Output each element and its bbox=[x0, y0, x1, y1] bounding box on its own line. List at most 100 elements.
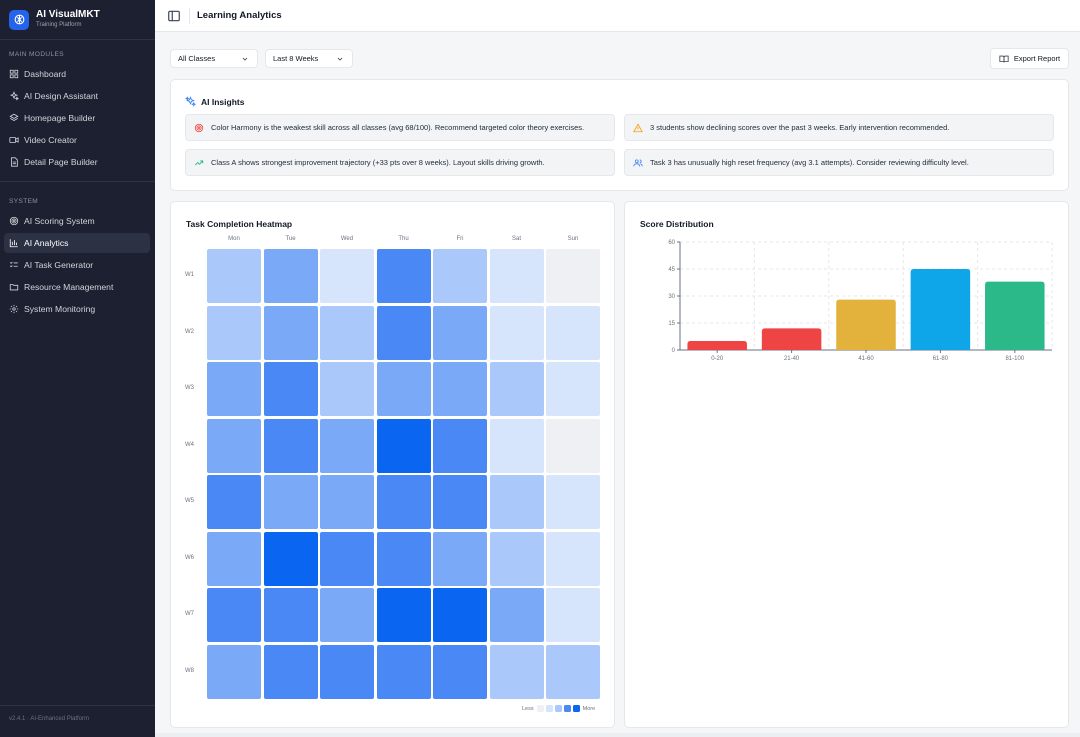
heatmap-cell[interactable] bbox=[263, 249, 318, 303]
bar-21-40 bbox=[761, 328, 822, 350]
heatmap-cell[interactable] bbox=[433, 475, 487, 529]
heatmap-cell[interactable] bbox=[207, 588, 261, 642]
heatmap-cell[interactable] bbox=[263, 418, 318, 473]
heatmap-cell[interactable] bbox=[207, 418, 261, 473]
sidebar-divider bbox=[0, 705, 155, 706]
sidebar-item-ai-design-assistant[interactable]: AI Design Assistant bbox=[4, 86, 150, 106]
heatmap-day-label: Fri bbox=[456, 236, 464, 242]
heatmap-cell[interactable] bbox=[376, 531, 431, 586]
heatmap-cell[interactable] bbox=[546, 531, 600, 586]
heatmap-cell[interactable] bbox=[263, 531, 318, 586]
heatmap-cell[interactable] bbox=[207, 362, 261, 416]
sidebar-item-ai-scoring-system[interactable]: AI Scoring System bbox=[4, 211, 150, 231]
heatmap-cell[interactable] bbox=[207, 249, 261, 303]
heatmap-cell[interactable] bbox=[489, 362, 544, 416]
insights-title: AI Insights bbox=[201, 97, 245, 107]
heatmap-cell[interactable] bbox=[489, 249, 544, 303]
heatmap-cell[interactable] bbox=[207, 531, 261, 586]
sidebar-item-label: AI Design Assistant bbox=[24, 91, 99, 101]
heatmap-cell[interactable] bbox=[320, 644, 374, 699]
heatmap-cell[interactable] bbox=[489, 305, 544, 360]
ai-insights-card: AI Insights Color Harmony is the weakest… bbox=[170, 79, 1069, 191]
sidebar-item-label: Dashboard bbox=[24, 69, 67, 79]
insight-text: Task 3 has unusually high reset frequenc… bbox=[650, 158, 969, 167]
heatmap-cell[interactable] bbox=[320, 475, 374, 529]
heatmap-cell[interactable] bbox=[489, 588, 544, 642]
page-title: Learning Analytics bbox=[197, 10, 282, 21]
heatmap-cell[interactable] bbox=[320, 418, 374, 473]
heatmap-cell[interactable] bbox=[433, 644, 487, 699]
sidebar-item-ai-analytics[interactable]: AI Analytics bbox=[4, 233, 150, 253]
sidebar-item-detail-page-builder[interactable]: Detail Page Builder bbox=[4, 152, 150, 172]
heatmap-week-label: W3 bbox=[185, 385, 194, 391]
insight-item: Task 3 has unusually high reset frequenc… bbox=[624, 149, 1054, 176]
heatmap-cell[interactable] bbox=[433, 531, 487, 586]
bar-81-100 bbox=[985, 281, 1045, 350]
sidebar-item-label: Video Creator bbox=[24, 135, 77, 145]
sidebar-item-resource-management[interactable]: Resource Management bbox=[4, 277, 150, 297]
brand-name: AI VisualMKT bbox=[36, 9, 100, 20]
heatmap-cell[interactable] bbox=[489, 475, 544, 529]
heatmap-cell[interactable] bbox=[376, 362, 431, 416]
heatmap-cell[interactable] bbox=[320, 249, 374, 303]
brand-subtitle: Training Platform bbox=[36, 22, 82, 28]
heatmap-cell[interactable] bbox=[320, 588, 374, 642]
heatmap-cell[interactable] bbox=[489, 418, 544, 473]
grid-icon bbox=[9, 69, 19, 79]
insight-item: Class A shows strongest improvement traj… bbox=[185, 149, 615, 176]
file-icon bbox=[11, 157, 18, 167]
heatmap-cell[interactable] bbox=[376, 249, 431, 303]
heatmap-cell[interactable] bbox=[546, 249, 600, 303]
heatmap-cell[interactable] bbox=[376, 644, 431, 699]
heatmap-cell[interactable] bbox=[263, 475, 318, 529]
heatmap-cell[interactable] bbox=[263, 588, 318, 642]
target-icon bbox=[194, 123, 204, 132]
heatmap-cell[interactable] bbox=[263, 362, 318, 416]
export-report-button[interactable]: Export Report bbox=[990, 48, 1069, 69]
heatmap-cell[interactable] bbox=[433, 418, 487, 473]
heatmap-cell[interactable] bbox=[489, 531, 544, 586]
heatmap-cell[interactable] bbox=[207, 644, 261, 699]
heatmap-cell[interactable] bbox=[207, 475, 261, 529]
sidebar-item-dashboard[interactable]: Dashboard bbox=[4, 64, 150, 84]
sidebar-item-ai-task-generator[interactable]: AI Task Generator bbox=[4, 255, 150, 275]
score-distribution-card: Score Distribution 0 15 30 45 60 0-20 21-40 41-… bbox=[624, 201, 1069, 728]
chevron-down-icon bbox=[337, 57, 343, 61]
period-select[interactable]: Last 8 Weeks bbox=[265, 49, 353, 68]
heatmap-cell[interactable] bbox=[376, 418, 431, 473]
heatmap-cell[interactable] bbox=[546, 362, 600, 416]
sidebar-toggle-icon[interactable] bbox=[167, 9, 181, 23]
sidebar-item-system-monitoring[interactable]: System Monitoring bbox=[4, 299, 150, 319]
heatmap-day-label: Sun bbox=[567, 236, 579, 242]
heatmap-cell[interactable] bbox=[433, 249, 487, 303]
sidebar-item-video-creator[interactable]: Video Creator bbox=[4, 130, 150, 150]
heatmap-cell[interactable] bbox=[263, 305, 318, 360]
folder-icon bbox=[9, 284, 19, 291]
heatmap-cell[interactable] bbox=[263, 644, 318, 699]
heatmap-cell[interactable] bbox=[546, 305, 600, 360]
heatmap-cell[interactable] bbox=[320, 531, 374, 586]
heatmap-cell[interactable] bbox=[489, 644, 544, 699]
heatmap-cell[interactable] bbox=[546, 418, 600, 473]
sidebar-item-homepage-builder[interactable]: Homepage Builder bbox=[4, 108, 150, 128]
trending-up-icon bbox=[194, 160, 204, 165]
heatmap-cell[interactable] bbox=[546, 475, 600, 529]
heatmap-cell[interactable] bbox=[320, 362, 374, 416]
heatmap-cell[interactable] bbox=[376, 305, 431, 360]
heatmap-cell[interactable] bbox=[546, 588, 600, 642]
heatmap-cell[interactable] bbox=[207, 305, 261, 360]
brand[interactable]: AI VisualMKT Training Platform bbox=[9, 9, 100, 30]
class-select[interactable]: All Classes bbox=[170, 49, 258, 68]
heatmap-cell[interactable] bbox=[433, 305, 487, 360]
heatmap-cell[interactable] bbox=[546, 644, 600, 699]
heatmap-cell[interactable] bbox=[433, 362, 487, 416]
heatmap-cell[interactable] bbox=[320, 305, 374, 360]
x-tick-label: 0-20 bbox=[711, 356, 724, 362]
heatmap-cell[interactable] bbox=[376, 588, 431, 642]
heatmap-legend: Less More bbox=[522, 705, 595, 712]
heatmap-cell[interactable] bbox=[376, 475, 431, 529]
heatmap-cell[interactable] bbox=[433, 588, 487, 642]
insight-text: 3 students show declining scores over th… bbox=[650, 123, 950, 132]
warning-icon bbox=[633, 122, 643, 132]
heatmap-week-label: W1 bbox=[185, 272, 194, 278]
